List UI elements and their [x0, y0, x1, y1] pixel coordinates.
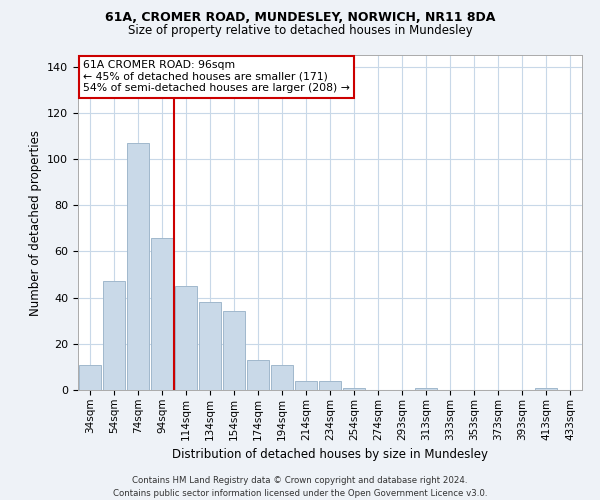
Bar	[151, 238, 173, 390]
Text: Contains HM Land Registry data © Crown copyright and database right 2024.
Contai: Contains HM Land Registry data © Crown c…	[113, 476, 487, 498]
Text: Size of property relative to detached houses in Mundesley: Size of property relative to detached ho…	[128, 24, 472, 37]
Bar	[103, 282, 125, 390]
Bar	[79, 364, 101, 390]
Bar	[127, 143, 149, 390]
Bar	[295, 381, 317, 390]
Bar	[343, 388, 365, 390]
Bar	[535, 388, 557, 390]
Bar	[247, 360, 269, 390]
Bar	[319, 381, 341, 390]
Text: 61A CROMER ROAD: 96sqm
← 45% of detached houses are smaller (171)
54% of semi-de: 61A CROMER ROAD: 96sqm ← 45% of detached…	[83, 60, 350, 93]
Bar	[175, 286, 197, 390]
X-axis label: Distribution of detached houses by size in Mundesley: Distribution of detached houses by size …	[172, 448, 488, 461]
Bar	[223, 312, 245, 390]
Y-axis label: Number of detached properties: Number of detached properties	[29, 130, 41, 316]
Bar	[199, 302, 221, 390]
Bar	[415, 388, 437, 390]
Bar	[271, 364, 293, 390]
Text: 61A, CROMER ROAD, MUNDESLEY, NORWICH, NR11 8DA: 61A, CROMER ROAD, MUNDESLEY, NORWICH, NR…	[105, 11, 495, 24]
